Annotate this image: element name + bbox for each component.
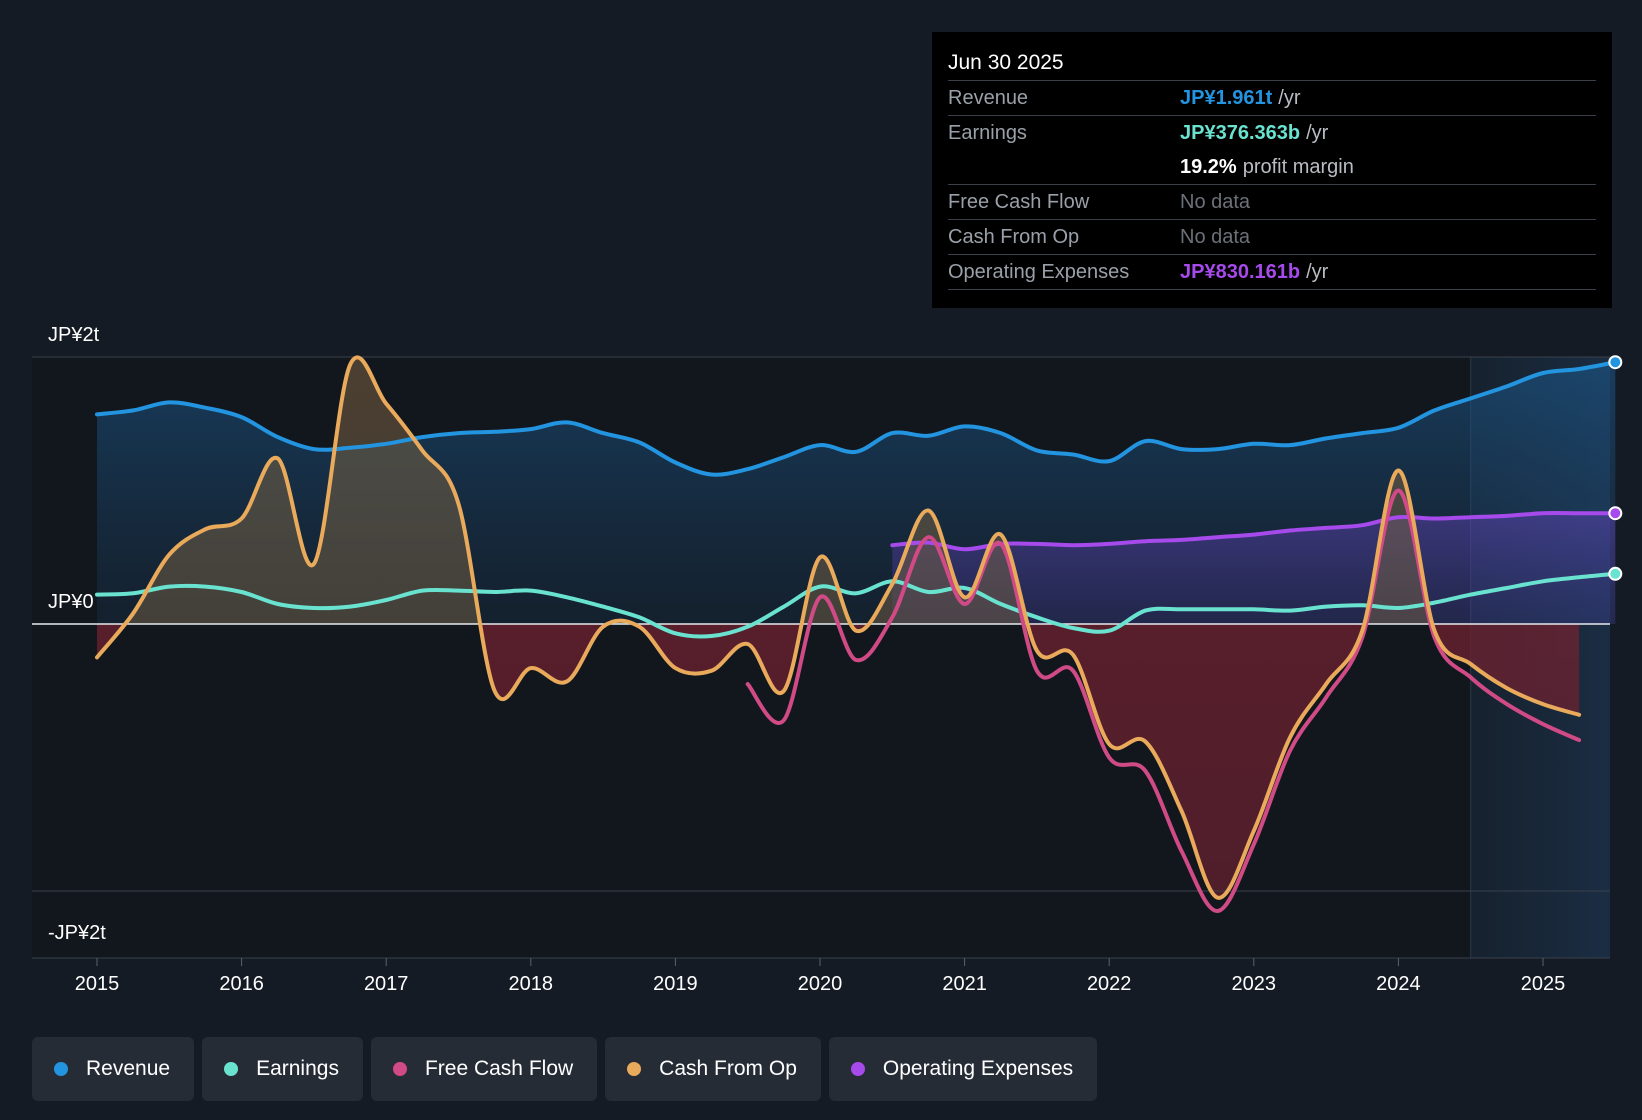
legend-label-earnings: Earnings — [256, 1057, 339, 1080]
revenue-end-marker[interactable] — [1608, 355, 1623, 370]
legend-label-opex: Operating Expenses — [882, 1057, 1074, 1080]
y-tick-label-top: JP¥2t — [48, 324, 100, 346]
tooltip-earnings-unit: /yr — [1306, 122, 1329, 144]
tooltip-panel: Jun 30 2025 Revenue JP¥1.961t/yr Earning… — [932, 32, 1612, 308]
legend-label-fcf: Free Cash Flow — [424, 1057, 574, 1080]
tooltip-fcf-value: No data — [1180, 191, 1251, 213]
x-tick-label: 2015 — [75, 973, 120, 995]
revenue-dot-icon — [54, 1062, 68, 1076]
tooltip-fcf-label: Free Cash Flow — [948, 191, 1090, 213]
cash-negative-area — [97, 624, 1580, 898]
tooltip-opex-unit: /yr — [1306, 261, 1329, 283]
tooltip-date: Jun 30 2025 — [948, 46, 1596, 81]
legend-item-cfo[interactable]: Cash From Op — [605, 1037, 821, 1101]
tooltip-row-fcf: Free Cash Flow No data — [948, 185, 1596, 220]
tooltip-earnings-value: JP¥376.363b — [1180, 122, 1301, 144]
tooltip-revenue-unit: /yr — [1278, 87, 1301, 109]
tooltip-margin-value: 19.2% — [1180, 156, 1237, 178]
tooltip-earnings-label: Earnings — [948, 122, 1027, 144]
x-tick-label: 2019 — [653, 973, 698, 995]
opex-area — [892, 513, 1616, 624]
earnings-line — [95, 571, 1618, 639]
legend-label-cfo: Cash From Op — [659, 1057, 797, 1080]
x-tick-label: 2018 — [509, 973, 554, 995]
legend-label-revenue: Revenue — [86, 1057, 171, 1080]
x-tick-label: 2024 — [1376, 973, 1421, 995]
x-tick-label: 2020 — [798, 973, 843, 995]
x-tick-label: 2022 — [1087, 973, 1132, 995]
y-tick-label-zero: JP¥0 — [48, 591, 94, 613]
tooltip-row-cfo: Cash From Op No data — [948, 220, 1596, 255]
tooltip-cfo-label: Cash From Op — [948, 226, 1080, 248]
revenue-line — [95, 360, 1618, 477]
opex-end-marker[interactable] — [1608, 506, 1623, 521]
tooltip-row-margin: 19.2% profit margin — [948, 150, 1596, 185]
tooltip-margin-text: profit margin — [1242, 156, 1354, 178]
tooltip-row-revenue: Revenue JP¥1.961t/yr — [948, 81, 1596, 116]
cfo-dot-icon — [627, 1062, 642, 1076]
tooltip-cfo-value: No data — [1180, 226, 1251, 248]
opex-dot-icon — [850, 1062, 865, 1076]
fcf-dot-icon — [392, 1062, 407, 1076]
tooltip-row-earnings: Earnings JP¥376.363b/yr — [948, 116, 1596, 150]
legend: Revenue Earnings Free Cash Flow Cash Fro… — [32, 1037, 1098, 1101]
tooltip-opex-value: JP¥830.161b — [1180, 261, 1301, 283]
x-tick-label: 2016 — [219, 973, 264, 995]
legend-item-revenue[interactable]: Revenue — [32, 1037, 195, 1101]
legend-item-earnings[interactable]: Earnings — [202, 1037, 363, 1101]
x-tick-label: 2023 — [1232, 973, 1277, 995]
x-tick-label: 2021 — [942, 973, 987, 995]
earnings-dot-icon — [224, 1062, 239, 1076]
x-axis-ticks: 2015 2016 2017 2018 2019 2020 2021 2022 2023 2024… — [75, 958, 1566, 995]
x-tick-label: 2017 — [364, 973, 409, 995]
x-tick-label: 2025 — [1521, 973, 1566, 995]
earnings-end-marker[interactable] — [1608, 566, 1623, 581]
tooltip-row-opex: Operating Expenses JP¥830.161b/yr — [948, 255, 1596, 290]
legend-item-opex[interactable]: Operating Expenses — [828, 1037, 1098, 1101]
legend-item-fcf[interactable]: Free Cash Flow — [370, 1037, 598, 1101]
tooltip-revenue-label: Revenue — [948, 87, 1029, 109]
tooltip-revenue-value: JP¥1.961t — [1180, 87, 1273, 109]
y-tick-label-bottom: -JP¥2t — [48, 922, 106, 944]
cfo-line — [95, 355, 1582, 900]
tooltip-opex-label: Operating Expenses — [948, 261, 1130, 283]
opex-line — [890, 511, 1618, 552]
